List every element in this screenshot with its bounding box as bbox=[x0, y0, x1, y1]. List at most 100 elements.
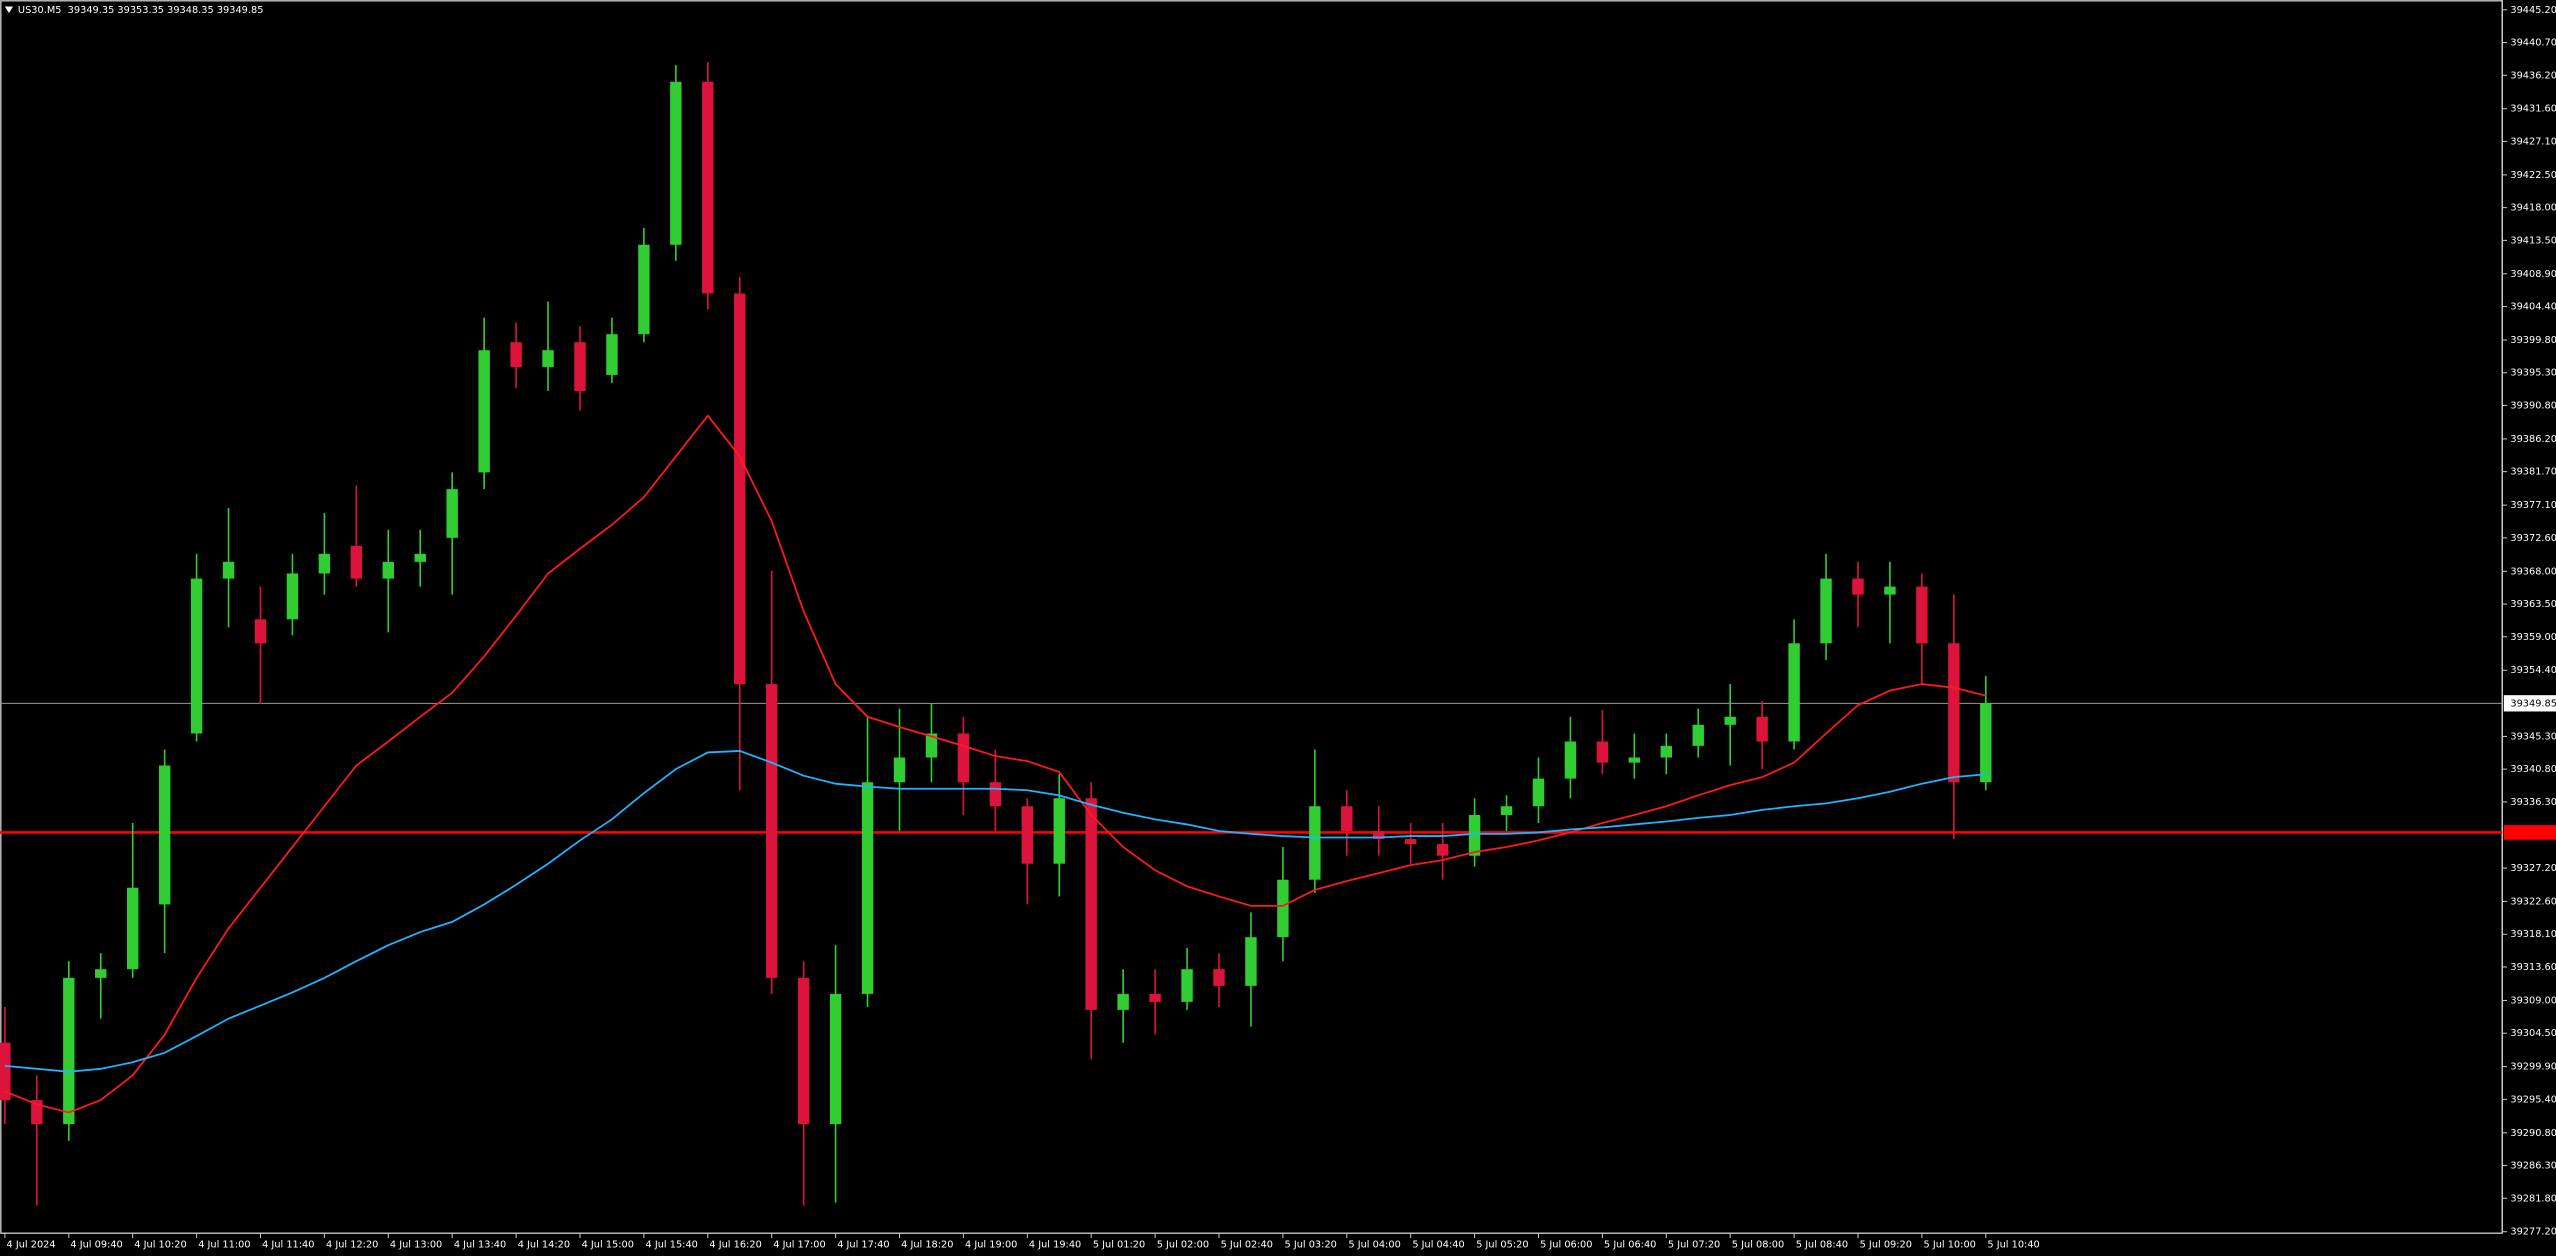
y-tick-label: 39286.30 bbox=[2510, 1161, 2556, 1172]
y-tick-label: 39381.70 bbox=[2510, 467, 2556, 478]
y-tick-label: 39327.20 bbox=[2510, 863, 2556, 874]
x-tick-label: 4 Jul 14:20 bbox=[518, 1240, 570, 1251]
y-tick-label: 39440.70 bbox=[2510, 38, 2556, 49]
x-tick-label: 5 Jul 02:40 bbox=[1221, 1240, 1273, 1251]
x-tick-label: 5 Jul 06:40 bbox=[1604, 1240, 1656, 1251]
x-tick-label: 4 Jul 11:40 bbox=[262, 1240, 314, 1251]
y-tick-label: 39431.60 bbox=[2510, 104, 2556, 115]
y-tick-label: 39368.00 bbox=[2510, 566, 2556, 577]
candle-body bbox=[1660, 745, 1672, 758]
y-tick-label: 39290.80 bbox=[2510, 1128, 2556, 1139]
x-tick-label: 5 Jul 02:00 bbox=[1157, 1240, 1209, 1251]
y-tick-label: 39427.10 bbox=[2510, 136, 2556, 147]
x-tick-label: 4 Jul 17:00 bbox=[773, 1240, 825, 1251]
x-tick-label: 4 Jul 18:20 bbox=[901, 1240, 953, 1251]
price-label-box bbox=[2503, 695, 2556, 712]
candle-body bbox=[702, 81, 714, 294]
y-tick-label: 39445.20 bbox=[2510, 5, 2556, 16]
x-tick-label: 5 Jul 08:40 bbox=[1796, 1240, 1848, 1251]
candle-body bbox=[1820, 578, 1832, 644]
candle-body bbox=[446, 489, 458, 538]
x-tick-label: 4 Jul 13:00 bbox=[390, 1240, 442, 1251]
candle-body bbox=[1213, 969, 1225, 986]
x-tick-label: 5 Jul 04:40 bbox=[1412, 1240, 1464, 1251]
candle-body bbox=[1341, 806, 1353, 831]
candle-body bbox=[1277, 879, 1289, 938]
candle-body bbox=[1245, 937, 1257, 986]
y-tick-label: 39422.50 bbox=[2510, 170, 2556, 181]
candle-body bbox=[1500, 806, 1513, 815]
y-tick-label: 39345.30 bbox=[2510, 731, 2556, 742]
y-tick-label: 39363.50 bbox=[2510, 599, 2556, 610]
candle-body bbox=[126, 887, 139, 970]
candle-body bbox=[1596, 741, 1609, 763]
y-tick-label: 39299.90 bbox=[2510, 1062, 2556, 1073]
menu-arrow bbox=[4, 6, 14, 14]
price-label: 39349.85 bbox=[2510, 698, 2556, 709]
candle-body bbox=[222, 561, 235, 579]
x-tick-label: 4 Jul 12:20 bbox=[326, 1240, 378, 1251]
candle-body bbox=[1564, 741, 1577, 779]
candle-body bbox=[1980, 703, 1992, 783]
y-tick-label: 39390.80 bbox=[2510, 400, 2556, 411]
candle-body bbox=[510, 342, 522, 367]
candle-body bbox=[190, 578, 203, 734]
candle-body bbox=[893, 757, 906, 783]
candle-body bbox=[765, 684, 778, 978]
level-label-box bbox=[2503, 825, 2556, 840]
y-tick-label: 39395.30 bbox=[2510, 368, 2556, 379]
y-tick-label: 39277.20 bbox=[2510, 1227, 2556, 1238]
x-tick-label: 4 Jul 10:20 bbox=[134, 1240, 186, 1251]
y-tick-label: 39408.90 bbox=[2510, 269, 2556, 280]
x-tick-label: 5 Jul 03:20 bbox=[1285, 1240, 1337, 1251]
y-tick-label: 39340.80 bbox=[2510, 764, 2556, 775]
candle-body bbox=[254, 619, 267, 644]
x-tick-label: 5 Jul 05:20 bbox=[1476, 1240, 1528, 1251]
y-tick-label: 39359.00 bbox=[2510, 632, 2556, 643]
candle-body bbox=[797, 977, 810, 1125]
candle-body bbox=[734, 293, 746, 685]
candle-body bbox=[286, 573, 299, 620]
x-tick-label: 4 Jul 19:40 bbox=[1029, 1240, 1081, 1251]
candle-body bbox=[1948, 643, 1960, 783]
candle-body bbox=[1852, 578, 1864, 595]
x-tick-label: 4 Jul 15:00 bbox=[582, 1240, 634, 1251]
candle-body bbox=[1149, 993, 1161, 1002]
candle-body bbox=[957, 733, 970, 783]
x-tick-label: 5 Jul 04:00 bbox=[1348, 1240, 1400, 1251]
candle-body bbox=[1309, 806, 1321, 880]
candle-body bbox=[1628, 757, 1641, 763]
x-tick-label: 5 Jul 09:20 bbox=[1860, 1240, 1912, 1251]
candle-body bbox=[1468, 814, 1481, 856]
x-tick-label: 4 Jul 16:20 bbox=[709, 1240, 761, 1251]
candle-body bbox=[574, 342, 586, 391]
y-tick-label: 39386.20 bbox=[2510, 434, 2556, 445]
x-tick-label: 5 Jul 06:00 bbox=[1540, 1240, 1592, 1251]
candle-body bbox=[1916, 586, 1928, 644]
candle-body bbox=[861, 782, 874, 994]
y-tick-label: 39372.60 bbox=[2510, 533, 2556, 544]
y-tick-label: 39309.00 bbox=[2510, 995, 2556, 1006]
candle-body bbox=[350, 545, 363, 579]
candle-body bbox=[829, 993, 842, 1125]
x-tick-label: 4 Jul 09:40 bbox=[70, 1240, 122, 1251]
candle-body bbox=[542, 350, 554, 367]
x-tick-label: 5 Jul 07:20 bbox=[1668, 1240, 1720, 1251]
y-tick-label: 39436.20 bbox=[2510, 70, 2556, 81]
candle-body bbox=[31, 1100, 43, 1125]
candle-body bbox=[1117, 993, 1129, 1010]
y-tick-label: 39399.80 bbox=[2510, 335, 2556, 346]
candle-body bbox=[1756, 716, 1768, 742]
x-tick-label: 4 Jul 15:40 bbox=[646, 1240, 698, 1251]
candle-body bbox=[382, 561, 394, 579]
x-tick-label: 4 Jul 17:40 bbox=[837, 1240, 889, 1251]
y-tick-label: 39295.40 bbox=[2510, 1094, 2556, 1105]
y-tick-label: 39318.10 bbox=[2510, 929, 2556, 940]
chart-title: US30.M5 39349.35 39353.35 39348.35 39349… bbox=[18, 5, 264, 16]
x-tick-label: 5 Jul 08:00 bbox=[1732, 1240, 1784, 1251]
y-tick-label: 39404.40 bbox=[2510, 302, 2556, 313]
y-tick-label: 39354.40 bbox=[2510, 665, 2556, 676]
candle-body bbox=[1085, 798, 1097, 1010]
